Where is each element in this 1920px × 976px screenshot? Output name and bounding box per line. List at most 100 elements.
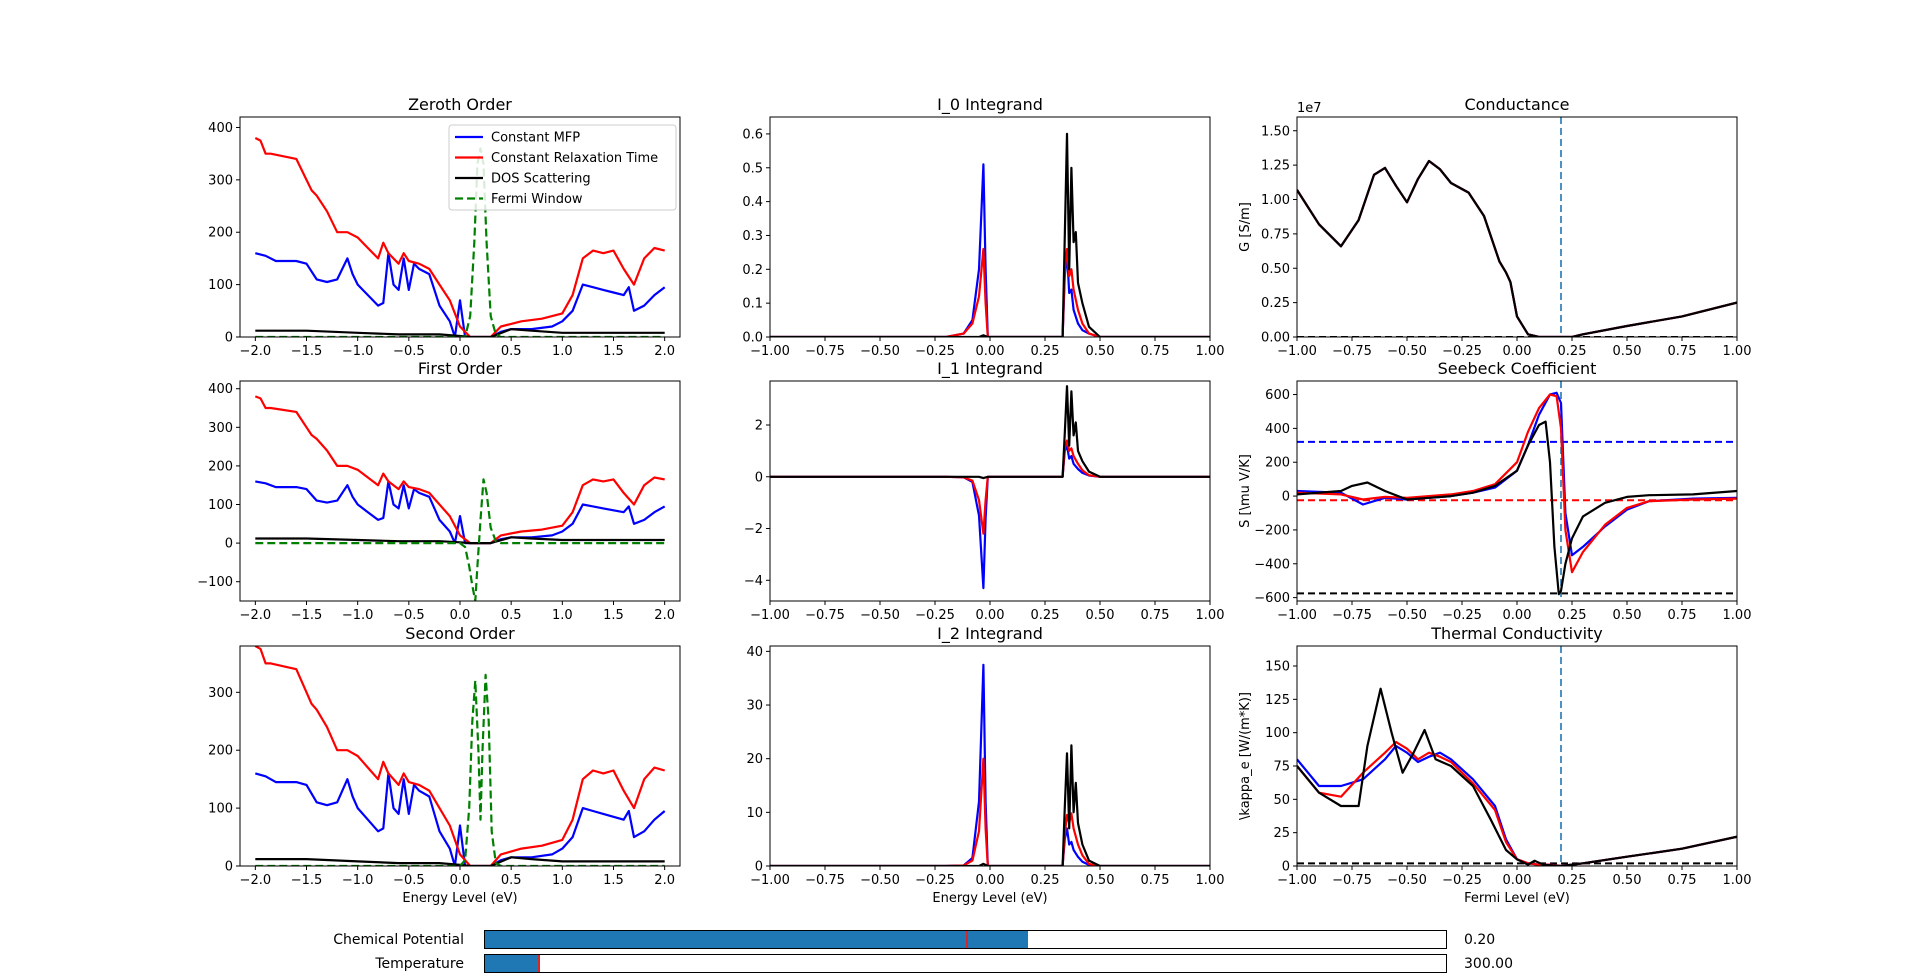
ytick-label-zeroth-2: 200: [208, 226, 233, 241]
xtick-label-seebeck-3: −0.25: [1442, 608, 1482, 623]
series-conductance-2: [1297, 159, 1737, 337]
plot-area-second: [254, 646, 666, 866]
xtick-label-conductance-5: 0.25: [1558, 344, 1587, 359]
ytick-label-second-1: 100: [208, 802, 233, 817]
xtick-label-i2-1: −0.75: [805, 873, 845, 888]
xlabel-second: Energy Level (eV): [402, 891, 517, 906]
legend-label-0: Constant MFP: [491, 131, 580, 146]
ytick-label-conductance-4: 1.00: [1261, 193, 1290, 208]
ytick-label-i2-1: 10: [746, 806, 763, 821]
xtick-label-i2-2: −0.50: [860, 873, 900, 888]
xlabel-i2: Energy Level (eV): [932, 891, 1047, 906]
ytick-label-first-1: 0: [225, 537, 233, 552]
xtick-label-second-5: 0.5: [501, 873, 522, 888]
title-i1: I_1 Integrand: [937, 359, 1043, 379]
series-zeroth-2: [255, 328, 665, 337]
legend-label-3: Fermi Window: [491, 192, 583, 207]
xtick-label-i0-1: −0.75: [805, 344, 845, 359]
xtick-label-seebeck-1: −0.75: [1332, 608, 1372, 623]
xtick-label-i1-7: 0.75: [1141, 608, 1170, 623]
xtick-label-i2-3: −0.25: [915, 873, 955, 888]
series-i2-1: [770, 757, 1210, 866]
xtick-label-thermal-0: −1.00: [1277, 873, 1317, 888]
series-i0-0: [770, 163, 1210, 337]
ytick-label-i2-0: 0: [755, 860, 763, 875]
xtick-label-i0-2: −0.50: [860, 344, 900, 359]
ytick-label-i2-4: 40: [746, 645, 763, 660]
xtick-label-i2-6: 0.50: [1086, 873, 1115, 888]
xtick-label-seebeck-2: −0.50: [1387, 608, 1427, 623]
title-first: First Order: [418, 359, 503, 378]
title-second: Second Order: [405, 624, 515, 643]
ytick-label-conductance-3: 0.75: [1261, 227, 1290, 242]
xtick-label-second-2: −1.0: [342, 873, 374, 888]
xtick-label-seebeck-8: 1.00: [1723, 608, 1752, 623]
xtick-label-i1-8: 1.00: [1196, 608, 1225, 623]
ytick-label-i0-0: 0.0: [742, 331, 763, 346]
ylabel-conductance: G [S/m]: [1238, 202, 1253, 252]
xtick-label-zeroth-5: 0.5: [501, 344, 522, 359]
xtick-label-i0-5: 0.25: [1031, 344, 1060, 359]
xtick-label-first-2: −1.0: [342, 608, 374, 623]
series-second-2: [255, 856, 665, 866]
ytick-label-i0-1: 0.1: [742, 297, 763, 312]
series-i2-0: [770, 663, 1210, 866]
title-conductance: Conductance: [1464, 95, 1569, 114]
series-first-0: [255, 480, 666, 545]
xtick-label-zeroth-4: 0.0: [450, 344, 471, 359]
xtick-label-thermal-7: 0.75: [1668, 873, 1697, 888]
xtick-label-conductance-4: 0.00: [1503, 344, 1532, 359]
panel-i2: −1.00 −0.75 −0.50 −0.25 0.00 0.25 0.50 0.75 1.00…: [746, 624, 1224, 906]
ytick-label-thermal-0: 0: [1282, 860, 1290, 875]
series-second-0: [255, 772, 666, 866]
xtick-label-zeroth-6: 1.0: [552, 344, 573, 359]
ytick-label-second-3: 300: [208, 686, 233, 701]
xtick-label-second-0: −2.0: [240, 873, 272, 888]
xtick-label-i1-0: −1.00: [750, 608, 790, 623]
series-seebeck-2: [1297, 420, 1737, 596]
ytick-label-i2-3: 30: [746, 699, 763, 714]
series-thermal-2: [1297, 687, 1737, 866]
series-seebeck-0: [1297, 391, 1737, 557]
series-zeroth-1: [254, 137, 665, 337]
xtick-label-i1-6: 0.50: [1086, 608, 1115, 623]
xtick-label-first-6: 1.0: [552, 608, 573, 623]
xtick-label-first-1: −1.5: [291, 608, 323, 623]
ytick-label-seebeck-6: 600: [1265, 388, 1290, 403]
xtick-label-conductance-0: −1.00: [1277, 344, 1317, 359]
xtick-label-i0-3: −0.25: [915, 344, 955, 359]
ytick-label-zeroth-0: 0: [225, 331, 233, 346]
xtick-label-thermal-4: 0.00: [1503, 873, 1532, 888]
ytick-label-second-0: 0: [225, 860, 233, 875]
ytick-label-conductance-1: 0.25: [1261, 296, 1290, 311]
ytick-label-conductance-0: 0.00: [1261, 331, 1290, 346]
series-i1-1: [770, 439, 1210, 535]
ytick-label-thermal-2: 50: [1273, 793, 1290, 808]
series-first-2: [255, 536, 665, 545]
ytick-label-first-3: 200: [208, 459, 233, 474]
chemical-potential-init-marker: [965, 931, 968, 948]
ytick-label-conductance-6: 1.50: [1261, 124, 1290, 139]
xtick-label-i1-1: −0.75: [805, 608, 845, 623]
plot-area-i1: [770, 385, 1210, 590]
panel-i1: −1.00 −0.75 −0.50 −0.25 0.00 0.25 0.50 0.75 1.00…: [744, 359, 1225, 623]
ytick-label-i1-1: −2: [744, 522, 763, 537]
xtick-label-i2-4: 0.00: [976, 873, 1005, 888]
axes-frame-conductance: [1296, 116, 1738, 338]
legend-zeroth: Constant MFP Constant Relaxation Time DOS …: [448, 124, 677, 211]
series-i2-2: [770, 744, 1210, 866]
title-thermal: Thermal Conductivity: [1430, 624, 1603, 643]
axes-frame-first: [239, 380, 681, 602]
xtick-label-i2-0: −1.00: [750, 873, 790, 888]
panel-second: −2.0 −1.5 −1.0 −0.5 0.0 0.5 1.0 1.5 2.0 0 100 200 30…: [208, 624, 681, 906]
xtick-label-i2-8: 1.00: [1196, 873, 1225, 888]
series-i0-1: [770, 247, 1210, 337]
axes-frame-i0: [769, 116, 1211, 338]
chemical-potential-value: 0.20: [1464, 932, 1496, 948]
plot-area-conductance: [1297, 117, 1737, 337]
xtick-label-zeroth-2: −1.0: [342, 344, 374, 359]
plot-area-seebeck: [1297, 381, 1737, 601]
axes-frame-i1: [769, 380, 1211, 602]
temperature-slider[interactable]: [484, 954, 1447, 973]
chemical-potential-slider[interactable]: [484, 930, 1447, 949]
